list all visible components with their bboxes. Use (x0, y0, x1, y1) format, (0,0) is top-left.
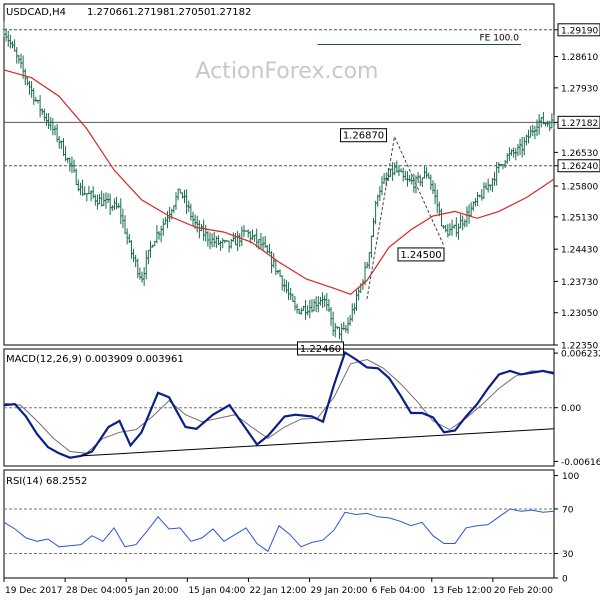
rsi-tick-label: 0 (562, 575, 568, 585)
time-tick-label: 5 Jan 20:00 (127, 586, 179, 596)
time-tick-label: 15 Jan 04:00 (188, 586, 245, 596)
wave-connector-lines (366, 135, 445, 300)
annotation-box (297, 341, 344, 356)
macd-panel: MACD(12,26,9) 0.003909 0.003961 0.006232… (3, 348, 600, 468)
macd-main-line (3, 350, 555, 459)
macd-tick-label: 0.006232 (561, 350, 600, 360)
rsi-line (3, 508, 555, 553)
rsi-tick-label: 30 (562, 550, 574, 560)
rsi-levels (4, 508, 554, 555)
annotation-label: 1.26870 (343, 131, 384, 142)
fib-projection: FE 100.0 (317, 34, 521, 46)
moving-average-line (3, 69, 555, 295)
price-tick-label-box (557, 115, 600, 129)
macd-signal-line (3, 358, 555, 454)
time-tick-label: 20 Feb 20:00 (494, 586, 553, 596)
price-tick-label: 1.27930 (561, 84, 598, 94)
time-tick-label: 19 Dec 2017 (5, 586, 63, 596)
symbol-header: USDCAD,H4 1.27066 1.27198 1.27050 1.2718… (6, 7, 251, 18)
macd-tick-label: -0.006163 (561, 458, 600, 468)
time-tick-label: 22 Jan 12:00 (249, 586, 306, 596)
time-axis: 19 Dec 2017 28 Dec 04:00 5 Jan 20:00 15 Jan… (3, 578, 553, 596)
macd-label: MACD(12,26,9) 0.003909 0.003961 (6, 354, 184, 365)
macd-tick-label: 0.00 (561, 404, 581, 414)
price-tick-label: 1.27182 (561, 119, 598, 129)
time-tick-label: 28 Dec 04:00 (66, 586, 127, 596)
price-panel-frame (3, 3, 555, 346)
macd-trendline (80, 428, 555, 457)
annotation-box (340, 128, 387, 143)
price-tick-label: 1.26530 (561, 149, 598, 159)
low-value: 1.27050 (169, 7, 210, 18)
macd-axis: 0.006232 0.00 -0.006163 (554, 350, 600, 468)
price-tick-label: 1.24430 (561, 246, 598, 256)
price-tick-label: 1.23050 (561, 309, 598, 319)
price-bars (2, 21, 556, 342)
price-tick-label: 1.29190 (561, 26, 598, 36)
price-panel: ActionForex.com USDCAD,H4 1.27066 1.2719… (2, 3, 600, 356)
time-tick-label: 6 Feb 04:00 (372, 586, 426, 596)
close-value: 1.27182 (210, 7, 251, 18)
price-tick-label: 1.26240 (561, 162, 598, 172)
time-tick-label: 29 Jan 20:00 (311, 586, 368, 596)
annotation-box (397, 247, 445, 262)
price-tick-label: 1.22350 (561, 342, 598, 352)
annotation-label: 1.24500 (400, 250, 441, 261)
price-tick-label-box (557, 159, 600, 173)
symbol-label: USDCAD,H4 (6, 7, 66, 18)
fe-100-label: FE 100.0 (480, 34, 520, 44)
rsi-tick-label: 100 (562, 472, 579, 482)
price-tick-label: 1.23730 (561, 278, 598, 288)
open-value: 1.27066 (87, 7, 128, 18)
price-axis: 1.29190 1.28610 1.27930 1.27182 1.26530 1.262… (554, 23, 600, 352)
time-tick-label: 13 Feb 12:00 (433, 586, 492, 596)
rsi-tick-label: 70 (562, 505, 574, 515)
horizontal-levels (4, 29, 554, 167)
rsi-axis: 100 70 30 0 (554, 472, 579, 585)
price-tick-label-box (557, 23, 600, 37)
price-tick-label: 1.25130 (561, 213, 598, 223)
rsi-panel-frame (3, 469, 555, 579)
rsi-panel: RSI(14) 68.2552 100 70 30 0 (3, 469, 579, 585)
price-tick-label: 1.25800 (561, 183, 598, 193)
wave-connector (366, 135, 445, 300)
high-value: 1.27198 (128, 7, 169, 18)
rsi-label: RSI(14) 68.2552 (6, 476, 87, 487)
watermark: ActionForex.com (196, 59, 379, 84)
price-tick-label: 1.28610 (561, 53, 598, 63)
